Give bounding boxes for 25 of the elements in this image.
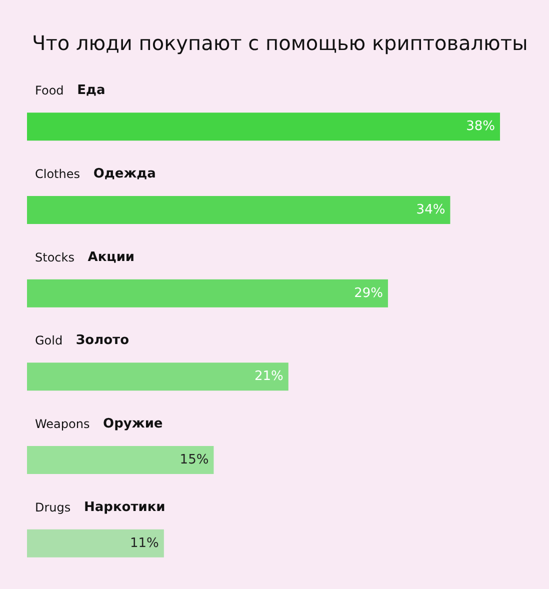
data-label: 29% [354,286,383,301]
y-tick-label: Weapons [35,417,90,431]
data-label: 34% [416,202,446,218]
data-label: 21% [254,369,284,384]
annotation: Еда [77,83,106,98]
bar [27,279,388,308]
chart-title: Что люди покупают с помощью криптовалюты [32,31,528,55]
annotation: Оружие [103,416,163,432]
data-label: 11% [130,536,159,551]
annotation: Золото [76,333,130,348]
bar [27,196,450,224]
annotation: Акции [88,250,135,265]
annotation: Одежда [93,166,156,182]
bar [27,446,214,474]
bar [27,362,288,391]
y-tick-label: Stocks [35,250,74,264]
annotation: Наркотики [84,500,166,515]
bar [27,112,500,141]
y-tick-label: Drugs [35,500,71,514]
y-tick-label: Gold [35,334,63,348]
data-label: 38% [466,119,495,134]
y-tick-label: Food [35,84,64,98]
data-label: 15% [180,452,209,468]
y-tick-label: Clothes [35,167,80,181]
bar [27,529,164,558]
